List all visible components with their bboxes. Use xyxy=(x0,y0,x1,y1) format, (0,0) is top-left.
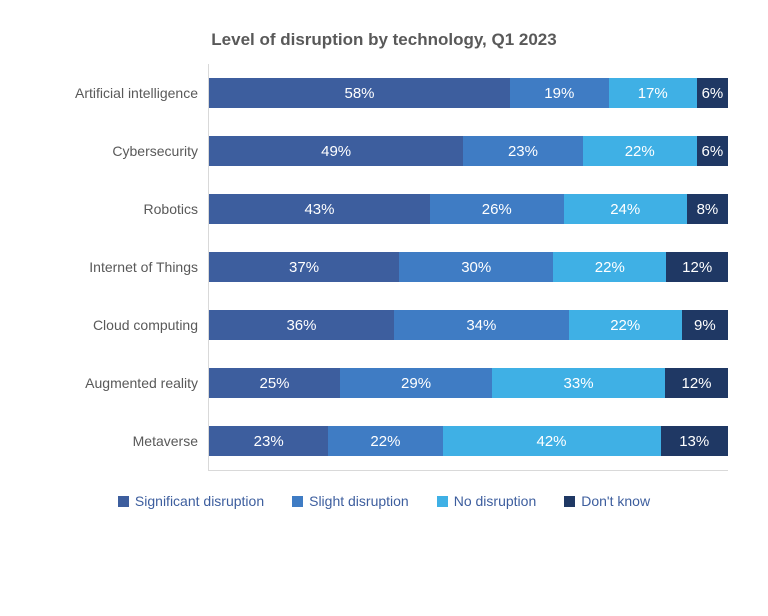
x-axis-line xyxy=(208,470,728,471)
category-label: Robotics xyxy=(40,201,208,217)
bar-segment-none: 17% xyxy=(609,78,697,108)
bar-segment-none: 42% xyxy=(443,426,661,456)
bar-segment-significant: 25% xyxy=(209,368,340,398)
category-label: Metaverse xyxy=(40,433,208,449)
bar-segment-dontknow: 8% xyxy=(687,194,728,224)
bar-segment-none: 24% xyxy=(564,194,687,224)
legend-swatch xyxy=(564,496,575,507)
stacked-bar: 43%26%24%8% xyxy=(209,194,728,224)
chart-row: Cloud computing36%34%22%9% xyxy=(40,296,728,354)
stacked-bar: 25%29%33%12% xyxy=(209,368,728,398)
bar-segment-none: 22% xyxy=(569,310,682,340)
chart-legend: Significant disruption Slight disruption N… xyxy=(40,493,728,509)
chart-row: Internet of Things37%30%22%12% xyxy=(40,238,728,296)
bar-segment-dontknow: 9% xyxy=(682,310,728,340)
bar-segment-slight: 19% xyxy=(510,78,609,108)
bar-track: 23%22%42%13% xyxy=(208,412,728,470)
bar-segment-significant: 23% xyxy=(209,426,328,456)
legend-item-significant: Significant disruption xyxy=(118,493,264,509)
bar-segment-slight: 29% xyxy=(340,368,492,398)
bar-segment-significant: 58% xyxy=(209,78,510,108)
bar-segment-none: 22% xyxy=(553,252,666,282)
bar-segment-slight: 26% xyxy=(430,194,564,224)
bar-segment-dontknow: 6% xyxy=(697,78,728,108)
disruption-chart: Level of disruption by technology, Q1 20… xyxy=(0,0,768,529)
chart-row: Metaverse23%22%42%13% xyxy=(40,412,728,470)
chart-row: Artificial intelligence58%19%17%6% xyxy=(40,64,728,122)
category-label: Cloud computing xyxy=(40,317,208,333)
legend-label: Don't know xyxy=(581,493,650,509)
legend-swatch xyxy=(292,496,303,507)
bar-track: 49%23%22%6% xyxy=(208,122,728,180)
stacked-bar: 23%22%42%13% xyxy=(209,426,728,456)
bar-segment-dontknow: 6% xyxy=(697,136,728,166)
bar-track: 36%34%22%9% xyxy=(208,296,728,354)
bar-track: 58%19%17%6% xyxy=(208,64,728,122)
legend-item-slight: Slight disruption xyxy=(292,493,409,509)
stacked-bar: 58%19%17%6% xyxy=(209,78,728,108)
bar-segment-significant: 49% xyxy=(209,136,463,166)
legend-item-none: No disruption xyxy=(437,493,537,509)
chart-row: Augmented reality25%29%33%12% xyxy=(40,354,728,412)
chart-title: Level of disruption by technology, Q1 20… xyxy=(40,30,728,50)
bar-track: 43%26%24%8% xyxy=(208,180,728,238)
bar-segment-dontknow: 12% xyxy=(666,252,728,282)
category-label: Artificial intelligence xyxy=(40,85,208,101)
category-label: Internet of Things xyxy=(40,259,208,275)
legend-label: Slight disruption xyxy=(309,493,409,509)
bar-segment-significant: 36% xyxy=(209,310,394,340)
category-label: Augmented reality xyxy=(40,375,208,391)
legend-item-dontknow: Don't know xyxy=(564,493,650,509)
bar-segment-none: 22% xyxy=(583,136,697,166)
legend-swatch xyxy=(437,496,448,507)
bar-segment-slight: 34% xyxy=(394,310,569,340)
bar-segment-slight: 22% xyxy=(328,426,442,456)
chart-rows: Artificial intelligence58%19%17%6%Cybers… xyxy=(40,64,728,470)
bar-track: 25%29%33%12% xyxy=(208,354,728,412)
stacked-bar: 37%30%22%12% xyxy=(209,252,728,282)
legend-label: Significant disruption xyxy=(135,493,264,509)
stacked-bar: 49%23%22%6% xyxy=(209,136,728,166)
stacked-bar: 36%34%22%9% xyxy=(209,310,728,340)
bar-track: 37%30%22%12% xyxy=(208,238,728,296)
legend-swatch xyxy=(118,496,129,507)
chart-row: Robotics43%26%24%8% xyxy=(40,180,728,238)
category-label: Cybersecurity xyxy=(40,143,208,159)
bar-segment-significant: 37% xyxy=(209,252,399,282)
bar-segment-dontknow: 13% xyxy=(661,426,728,456)
chart-axis-area xyxy=(40,470,728,471)
bar-segment-slight: 30% xyxy=(399,252,553,282)
bar-segment-dontknow: 12% xyxy=(665,368,728,398)
legend-label: No disruption xyxy=(454,493,537,509)
bar-segment-slight: 23% xyxy=(463,136,582,166)
bar-segment-significant: 43% xyxy=(209,194,430,224)
chart-row: Cybersecurity49%23%22%6% xyxy=(40,122,728,180)
bar-segment-none: 33% xyxy=(492,368,665,398)
